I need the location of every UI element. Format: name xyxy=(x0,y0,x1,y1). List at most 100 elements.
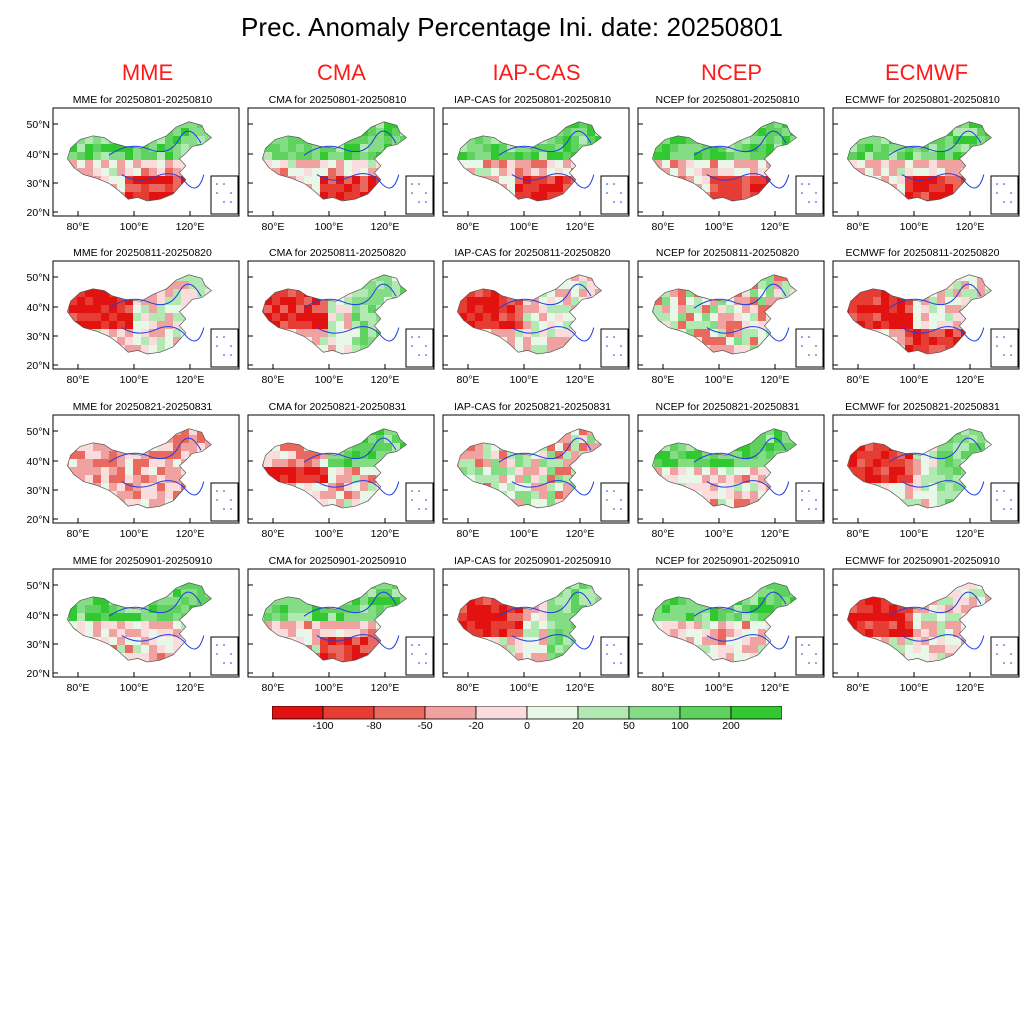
anomaly-cell xyxy=(921,152,930,161)
anomaly-cell xyxy=(149,451,158,460)
anomaly-cell xyxy=(857,152,866,161)
anomaly-cell xyxy=(881,168,890,177)
anomaly-cell xyxy=(654,451,663,460)
anomaly-cell xyxy=(515,629,524,638)
anomaly-cell xyxy=(288,629,297,638)
anomaly-cell xyxy=(109,451,118,460)
island-dot xyxy=(620,499,622,501)
anomaly-cell xyxy=(782,128,791,137)
anomaly-cell xyxy=(77,297,86,306)
anomaly-cell xyxy=(742,499,751,508)
anomaly-cell xyxy=(905,297,914,306)
anomaly-cell xyxy=(766,136,775,145)
anomaly-cell xyxy=(173,645,182,654)
anomaly-cell xyxy=(376,443,385,452)
anomaly-cell xyxy=(563,491,572,500)
anomaly-cell xyxy=(304,176,313,185)
anomaly-cell xyxy=(304,305,313,314)
anomaly-cell xyxy=(368,297,377,306)
anomaly-cell xyxy=(905,321,914,330)
anomaly-cell xyxy=(694,297,703,306)
anomaly-cell xyxy=(312,184,321,193)
anomaly-cell xyxy=(368,459,377,468)
anomaly-cell xyxy=(742,321,751,330)
anomaly-cell xyxy=(101,467,110,476)
anomaly-cell xyxy=(491,313,500,322)
lon-tick-label: 120°E xyxy=(761,221,790,233)
china-boundary xyxy=(457,582,602,663)
anomaly-cell xyxy=(117,321,126,330)
anomaly-cell xyxy=(555,443,564,452)
anomaly-cell xyxy=(742,345,751,354)
lon-tick-label: 80°E xyxy=(652,528,675,540)
anomaly-cell xyxy=(718,152,727,161)
anomaly-cell xyxy=(726,184,735,193)
anomaly-cell xyxy=(710,637,719,646)
island-dot xyxy=(1003,336,1005,338)
anomaly-cell xyxy=(734,176,743,185)
lat-tick-label: 40°N xyxy=(27,149,50,161)
anomaly-cell xyxy=(670,459,679,468)
anomaly-cell xyxy=(157,192,166,201)
anomaly-cell xyxy=(782,443,791,452)
anomaly-cell xyxy=(654,621,663,630)
anomaly-cell xyxy=(320,483,329,492)
anomaly-cell xyxy=(117,329,126,338)
anomaly-cell xyxy=(686,629,695,638)
anomaly-cell xyxy=(280,459,289,468)
panel-title: NCEP for 20250811-20250820 xyxy=(655,247,800,259)
anomaly-cell xyxy=(459,144,468,153)
anomaly-cell xyxy=(945,176,954,185)
anomaly-cell xyxy=(312,621,321,630)
anomaly-cell xyxy=(937,475,946,484)
anomaly-cell xyxy=(515,297,524,306)
colorbar-label: 100 xyxy=(671,720,689,732)
anomaly-cell xyxy=(718,184,727,193)
anomaly-cell xyxy=(288,459,297,468)
anomaly-cell xyxy=(977,589,986,598)
anomaly-cell xyxy=(360,144,369,153)
anomaly-cell xyxy=(750,289,759,298)
anomaly-cell xyxy=(157,637,166,646)
anomaly-cell xyxy=(555,136,564,145)
anomaly-cell xyxy=(93,160,102,169)
anomaly-cell xyxy=(710,297,719,306)
anomaly-cell xyxy=(101,321,110,330)
map-plot: 80°E 100°E 120°E xyxy=(832,568,1020,694)
anomaly-cell xyxy=(288,152,297,161)
anomaly-cell xyxy=(304,160,313,169)
anomaly-cell xyxy=(897,329,906,338)
anomaly-cell xyxy=(197,281,206,290)
anomaly-cell xyxy=(368,144,377,153)
anomaly-cell xyxy=(157,605,166,614)
anomaly-cell xyxy=(897,459,906,468)
anomaly-cell xyxy=(141,305,150,314)
anomaly-cell xyxy=(937,653,946,662)
anomaly-cell xyxy=(320,337,329,346)
anomaly-cell xyxy=(571,274,580,282)
map-panel: ECMWF for 20250811-20250820 80°E 100°E 120°… xyxy=(825,247,1020,386)
anomaly-cell xyxy=(929,345,938,354)
map-panel: IAP-CAS for 20250901-20250910 80°E 100°E 12… xyxy=(435,555,630,694)
anomaly-cell xyxy=(109,475,118,484)
anomaly-cell xyxy=(304,297,313,306)
lon-tick-label: 80°E xyxy=(457,682,480,694)
colorbar-label: 0 xyxy=(524,720,530,732)
anomaly-cell xyxy=(296,152,305,161)
anomaly-cell xyxy=(173,613,182,622)
anomaly-cell xyxy=(897,483,906,492)
anomaly-cell xyxy=(499,176,508,185)
anomaly-cell xyxy=(352,321,361,330)
anomaly-cell xyxy=(662,144,671,153)
anomaly-cell xyxy=(694,475,703,484)
anomaly-cell xyxy=(157,475,166,484)
island-dot xyxy=(1010,499,1012,501)
anomaly-cell xyxy=(328,621,337,630)
anomaly-cell xyxy=(881,637,890,646)
anomaly-cell xyxy=(475,459,484,468)
anomaly-cell xyxy=(961,451,970,460)
anomaly-cell xyxy=(579,443,588,452)
anomaly-cell xyxy=(953,128,962,137)
south-china-sea-inset xyxy=(600,175,629,215)
anomaly-cell xyxy=(467,443,476,452)
